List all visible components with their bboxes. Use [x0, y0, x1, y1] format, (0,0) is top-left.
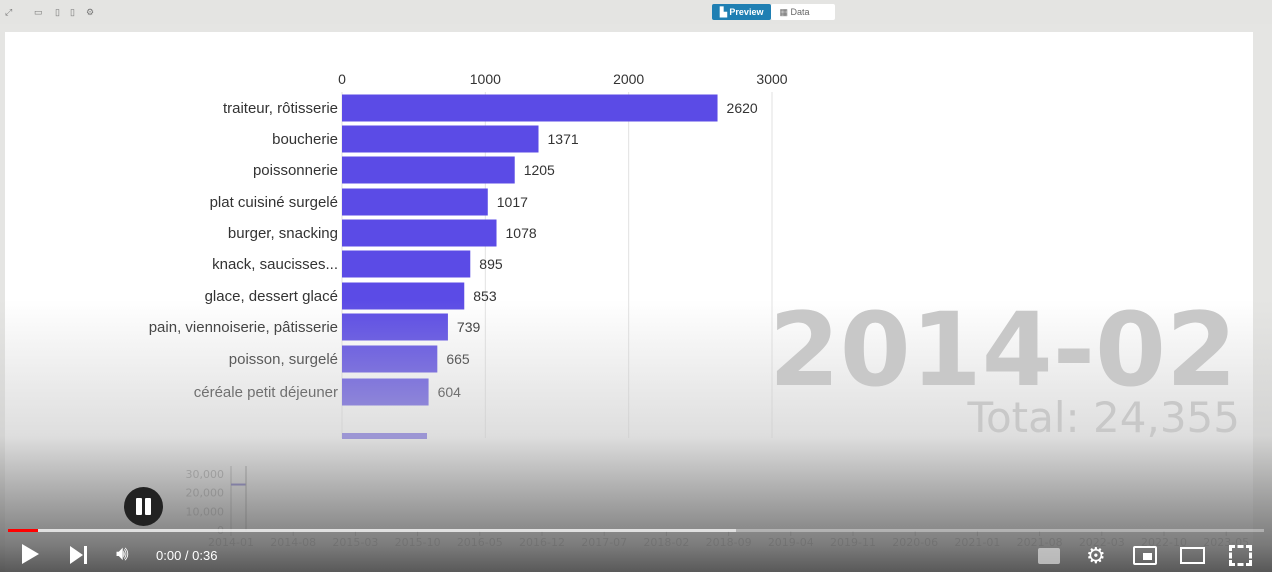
gear-icon[interactable]: ⚙ — [86, 7, 95, 17]
timeline-x-tick: 2018-02 — [643, 536, 689, 549]
desktop-icon[interactable]: ▭ — [34, 7, 43, 17]
progress-bar[interactable] — [8, 529, 1264, 532]
subtitles-button[interactable] — [1038, 548, 1060, 564]
category-label: glace, dessert glacé — [205, 288, 338, 305]
timeline-x-tick: 2015-10 — [395, 536, 441, 549]
bar — [342, 94, 718, 122]
timeline-x-tick: 2016-05 — [457, 536, 503, 549]
bar-partial — [342, 433, 427, 439]
bar — [342, 345, 438, 373]
tab-preview-label: Preview — [729, 7, 764, 17]
volume-icon[interactable]: 🔊︎ — [116, 543, 129, 565]
category-label: plat cuisiné surgelé — [210, 194, 338, 211]
value-label: 604 — [438, 384, 462, 400]
timeline-y-tick: 20,000 — [186, 487, 225, 500]
timeline-x-tick: 2016-12 — [519, 536, 565, 549]
value-label: 2620 — [727, 100, 758, 116]
timeline-x-tick: 2015-03 — [332, 536, 378, 549]
x-tick-label: 2000 — [613, 71, 644, 87]
category-label: céréale petit déjeuner — [194, 384, 338, 401]
value-label: 1371 — [548, 131, 579, 147]
bar — [342, 250, 471, 278]
value-label: 895 — [479, 256, 503, 272]
timeline-y-tick: 30,000 — [186, 468, 225, 481]
mobile-icon[interactable]: ▯ — [70, 7, 75, 17]
category-label: pain, viennoiserie, pâtisserie — [149, 319, 338, 336]
category-label: traiteur, rôtisserie — [223, 100, 338, 117]
category-label: burger, snacking — [228, 225, 338, 242]
timeline-x-tick: 2020-06 — [892, 536, 938, 549]
timeline-x-tick: 2018-09 — [706, 536, 752, 549]
next-button[interactable] — [70, 546, 87, 569]
category-label: poisson, surgelé — [229, 351, 338, 368]
x-tick-label: 1000 — [470, 71, 501, 87]
time-display: 0:00 / 0:36 — [156, 548, 218, 563]
bar — [342, 156, 515, 184]
timeline-x-tick: 2019-04 — [768, 536, 814, 549]
tab-data[interactable]: ▦ Data — [771, 4, 836, 20]
bar — [342, 125, 539, 153]
total-label: Total: 24,355 — [966, 393, 1240, 442]
value-label: 1205 — [524, 162, 555, 178]
tab-data-label: Data — [790, 7, 810, 17]
timeline-x-tick: 2021-01 — [954, 536, 1000, 549]
x-tick-label: 0 — [338, 71, 346, 87]
timeline-y-tick: 10,000 — [186, 505, 225, 518]
category-label: poissonnerie — [253, 162, 338, 179]
value-label: 1017 — [497, 194, 528, 210]
bar — [342, 219, 497, 247]
tab-preview[interactable]: ▙ Preview — [712, 4, 772, 20]
settings-button[interactable]: ⚙ — [1086, 543, 1106, 568]
theater-mode-button[interactable] — [1180, 547, 1205, 564]
chart-icon: ▙ — [720, 7, 730, 17]
value-label: 665 — [446, 351, 470, 367]
pause-overlay-button[interactable] — [124, 487, 163, 526]
timeline-x-tick: 2017-07 — [581, 536, 627, 549]
table-icon: ▦ — [779, 7, 791, 17]
bar — [342, 378, 429, 406]
timeline-x-tick: 2014-08 — [270, 536, 316, 549]
fullscreen-button[interactable] — [1229, 545, 1252, 566]
value-label: 739 — [457, 319, 481, 335]
category-label: knack, saucisses... — [212, 256, 338, 273]
value-label: 1078 — [506, 225, 537, 241]
tablet-icon[interactable]: ▯ — [55, 7, 60, 17]
x-tick-label: 3000 — [756, 71, 787, 87]
bar — [342, 188, 488, 216]
play-button[interactable] — [22, 544, 39, 564]
bar — [342, 282, 465, 310]
timeline-x-tick: 2019-11 — [830, 536, 876, 549]
editor-toolbar: ⤢ ▭ ▯ ▯ ⚙ ▙ Preview ▦ Data — [0, 0, 1272, 24]
expand-icon[interactable]: ⤢ — [5, 7, 13, 17]
value-label: 853 — [473, 288, 497, 304]
bar — [342, 313, 448, 341]
category-label: boucherie — [272, 131, 338, 148]
miniplayer-button[interactable] — [1133, 546, 1157, 565]
